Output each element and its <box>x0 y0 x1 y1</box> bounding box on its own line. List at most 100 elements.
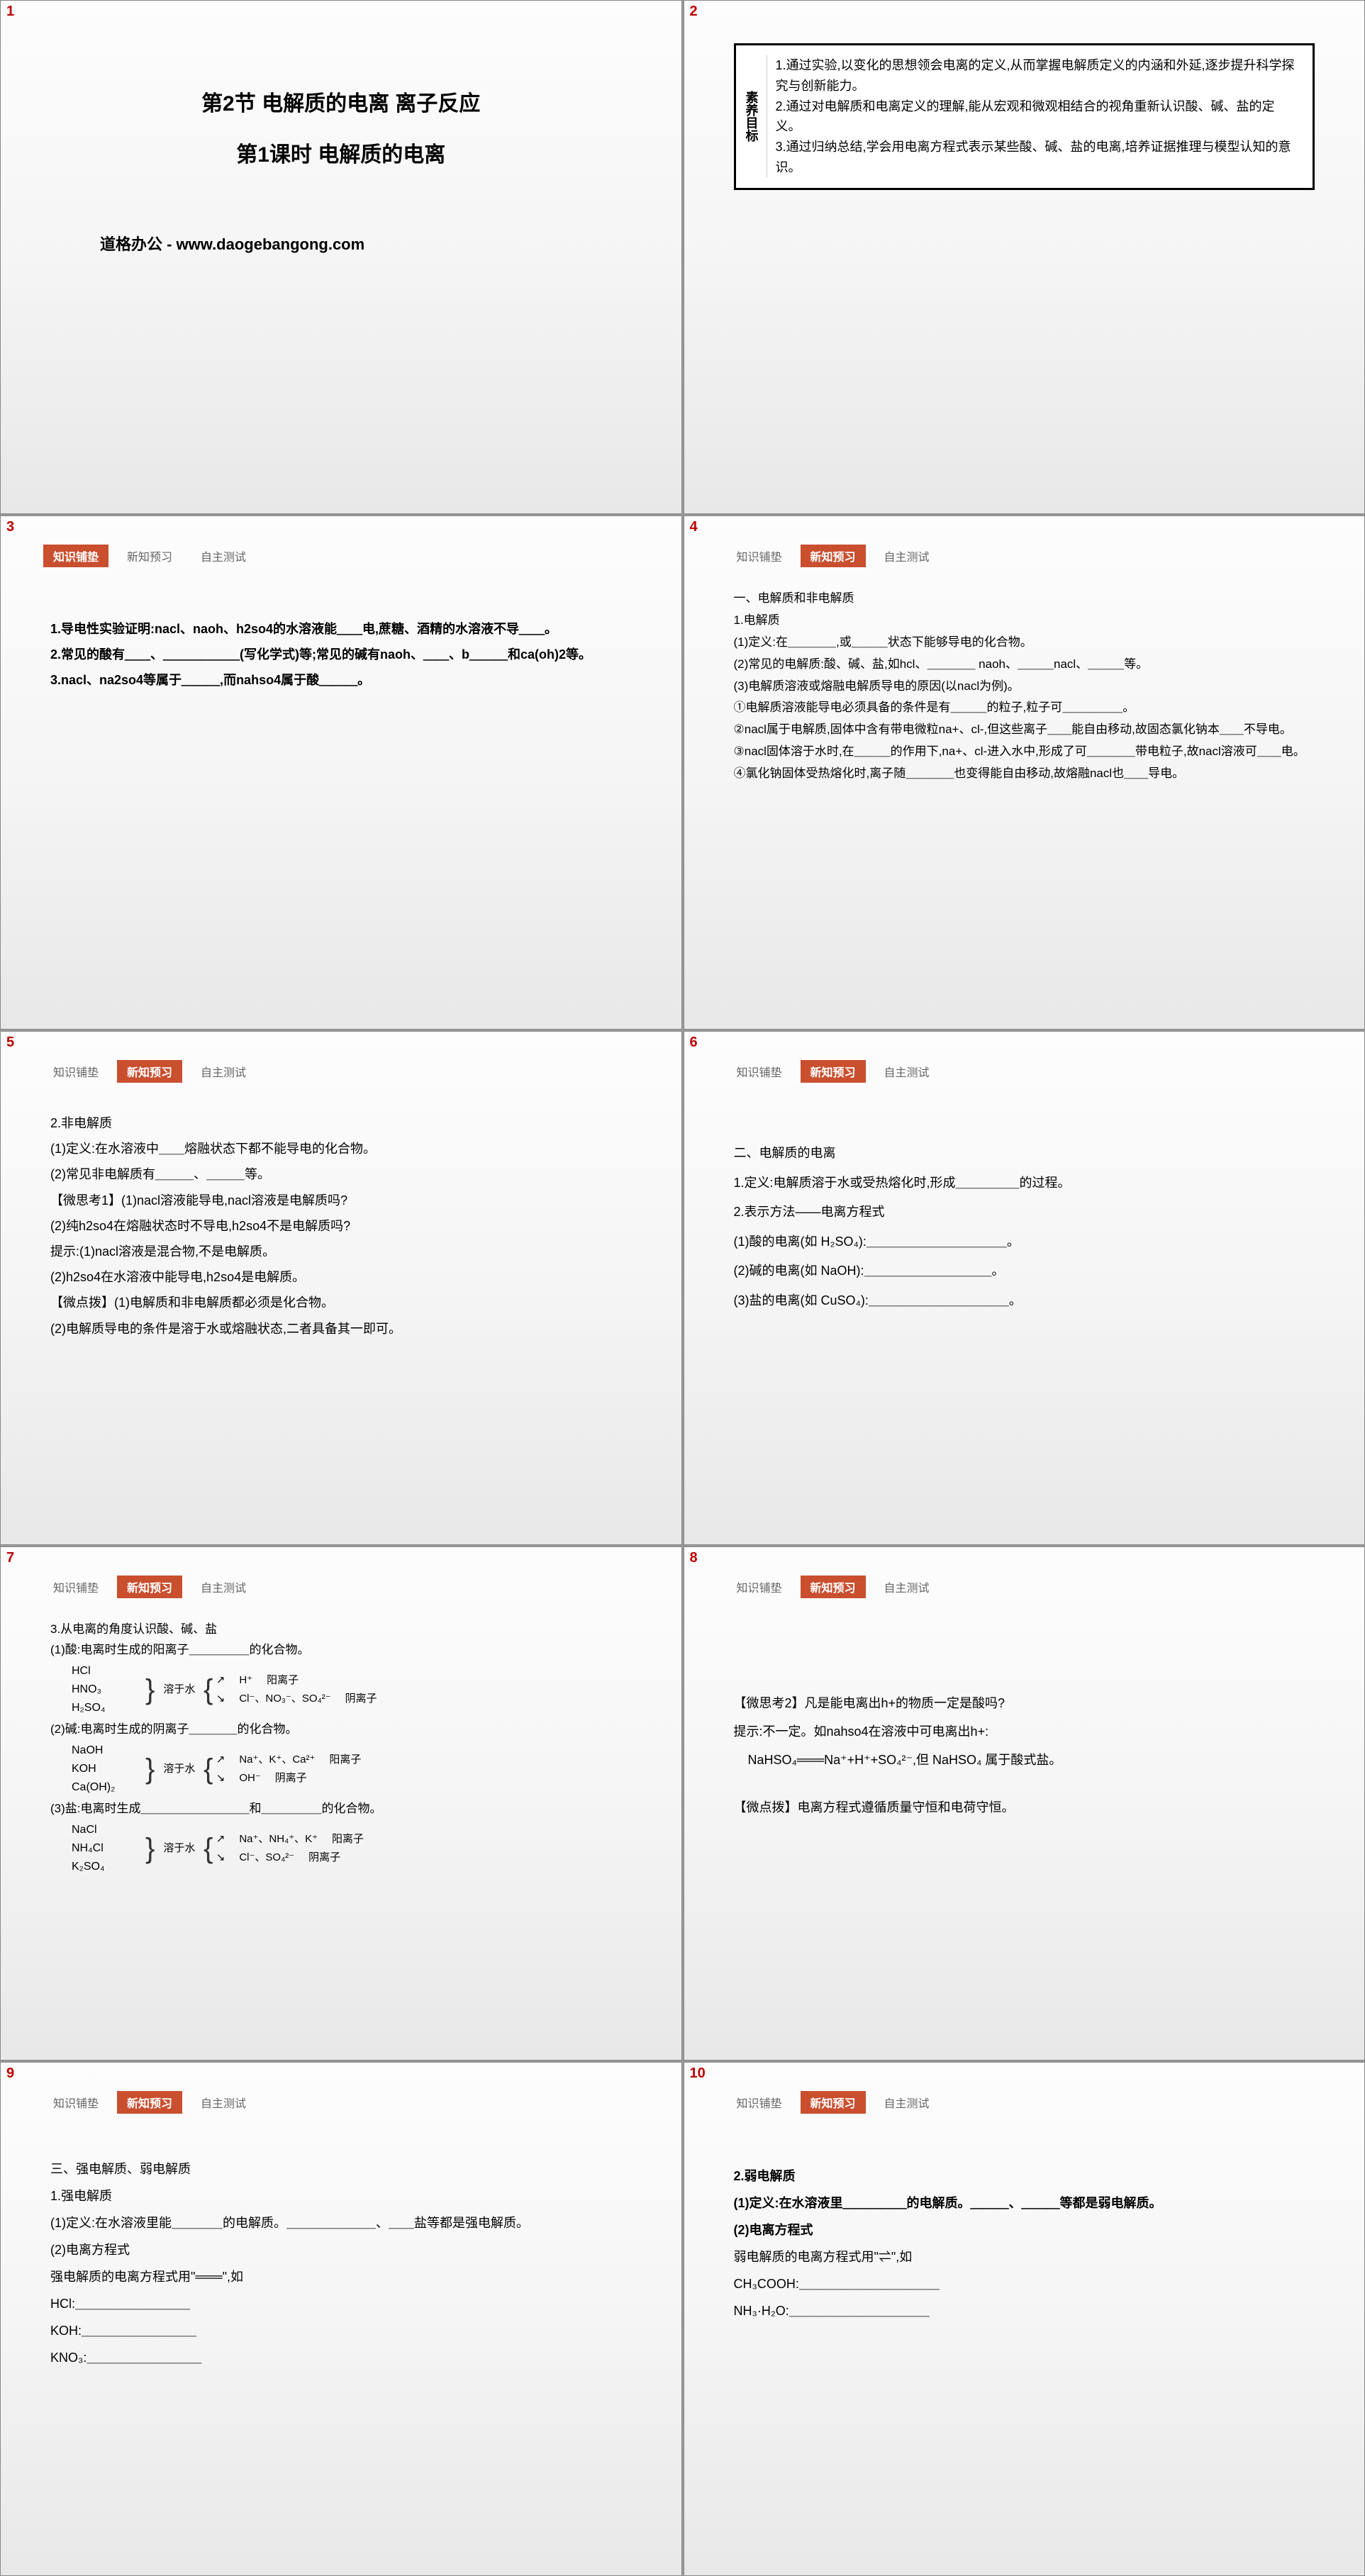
ion-label: 阴离子 <box>308 1849 340 1866</box>
goal-box: 素养目标 1.通过实验,以变化的思想领会电离的定义,从而掌握电解质定义的内涵和外… <box>734 43 1315 190</box>
slide-1: 1 第2节 电解质的电离 离子反应 第1课时 电解质的电离 道格办公 - www… <box>0 0 682 514</box>
content-body: 3.从电离的角度认识酸、碱、盐 (1)酸:电离时生成的阳离子＿＿＿＿＿的化合物。… <box>50 1619 632 1875</box>
tab-selftest[interactable]: 自主测试 <box>191 2091 256 2114</box>
tab-preview[interactable]: 新知预习 <box>801 1060 866 1083</box>
diagram-label: 溶于水 <box>163 1681 195 1698</box>
slide-grid: 1 第2节 电解质的电离 离子反应 第1课时 电解质的电离 道格办公 - www… <box>0 0 1365 2576</box>
tab-preview[interactable]: 新知预习 <box>801 1576 866 1598</box>
para: ②nacl属于电解质,固体中含有带电微粒na+、cl-,但这些离子＿＿能自由移动… <box>734 720 1315 740</box>
answer: 提示:(1)nacl溶液是混合物,不是电解质。 <box>50 1239 632 1264</box>
content-body: 二、电解质的电离 1.定义:电解质溶于水或受热熔化时,形成＿＿＿＿＿的过程。 2… <box>734 1139 1315 1315</box>
subheading: 1.电解质 <box>734 610 1315 631</box>
slide-number: 9 <box>6 2065 14 2082</box>
main-title: 第2节 电解质的电离 离子反应 <box>57 86 625 117</box>
para: (3)盐:电离时生成＿＿＿＿＿＿＿＿＿和＿＿＿＿＿的化合物。 <box>50 1799 632 1818</box>
diagram-ions: ↗H⁺阳离子 ↘Cl⁻、NO₃⁻、SO₄²⁻阴离子 <box>216 1672 377 1707</box>
tip: 【微点拨】电离方程式遵循质量守恒和电荷守恒。 <box>734 1795 1315 1822</box>
content-body: 2.弱电解质 (1)定义:在水溶液里＿＿＿＿＿的电解质。＿＿＿、＿＿＿等都是弱电… <box>734 2163 1315 2324</box>
tip: (2)电解质导电的条件是溶于水或熔融状态,二者具备其一即可。 <box>50 1317 632 1341</box>
tip: 【微点拨】(1)电解质和非电解质都必须是化合物。 <box>50 1290 632 1315</box>
diagram-left: NaOH KOH Ca(OH)₂ <box>72 1741 143 1796</box>
question: (2)纯h2so4在熔融状态时不导电,h2so4不是电解质吗? <box>50 1214 632 1238</box>
para: (2)碱的电离(如 NaOH):＿＿＿＿＿＿＿＿＿＿。 <box>734 1257 1315 1286</box>
tab-knowledge[interactable]: 知识铺垫 <box>43 1576 108 1598</box>
slide-number: 8 <box>690 1550 698 1566</box>
tab-preview[interactable]: 新知预习 <box>117 1060 182 1083</box>
diagram-label: 溶于水 <box>163 1840 195 1857</box>
para: ③nacl固体溶于水时,在＿＿＿的作用下,na+、cl-进入水中,形成了可＿＿＿… <box>734 742 1315 762</box>
slide-9: 9 知识铺垫 新知预习 自主测试 三、强电解质、弱电解质 1.强电解质 (1)定… <box>0 2062 682 2576</box>
ion-label: 阴离子 <box>275 1770 307 1787</box>
tab-preview[interactable]: 新知预习 <box>117 1576 182 1598</box>
arrow-icon: ↘ <box>216 1849 225 1866</box>
heading: 2.弱电解质 <box>734 2163 1315 2189</box>
tab-knowledge[interactable]: 知识铺垫 <box>727 2091 792 2114</box>
tabs: 知识铺垫 新知预习 自主测试 <box>727 1576 1365 1598</box>
para: 强电解质的电离方程式用"═══",如 <box>50 2264 632 2290</box>
bracket-icon: } <box>204 1758 213 1780</box>
anion: Cl⁻、SO₄²⁻ <box>239 1849 294 1866</box>
equation: NH₃·H₂O:＿＿＿＿＿＿＿＿＿＿＿ <box>734 2298 1315 2324</box>
tab-knowledge[interactable]: 知识铺垫 <box>43 545 108 567</box>
cation: Na⁺、K⁺、Ca²⁺ <box>239 1751 315 1768</box>
ion-label: 阳离子 <box>332 1831 364 1848</box>
heading: 三、强电解质、弱电解质 <box>50 2156 632 2182</box>
tab-knowledge[interactable]: 知识铺垫 <box>727 1576 792 1598</box>
cation: H⁺ <box>239 1672 252 1689</box>
tab-selftest[interactable]: 自主测试 <box>191 545 256 567</box>
tab-knowledge[interactable]: 知识铺垫 <box>43 2091 108 2114</box>
tabs: 知识铺垫 新知预习 自主测试 <box>727 545 1365 567</box>
tab-selftest[interactable]: 自主测试 <box>191 1060 256 1083</box>
tab-selftest[interactable]: 自主测试 <box>874 1576 940 1598</box>
tab-preview[interactable]: 新知预习 <box>801 545 866 567</box>
arrow-icon: ↘ <box>216 1770 225 1787</box>
content-body: 1.导电性实验证明:nacl、naoh、h2so4的水溶液能＿＿电,蔗糖、酒精的… <box>50 617 632 693</box>
footer-link: 道格办公 - www.daogebangong.com <box>100 232 625 255</box>
slide-2: 2 素养目标 1.通过实验,以变化的思想领会电离的定义,从而掌握电解质定义的内涵… <box>684 0 1365 514</box>
tabs: 知识铺垫 新知预习 自主测试 <box>43 2091 681 2114</box>
heading: 二、电解质的电离 <box>734 1139 1315 1168</box>
para: 1.导电性实验证明:nacl、naoh、h2so4的水溶液能＿＿电,蔗糖、酒精的… <box>50 617 632 641</box>
goal-line: 2.通过对电解质和电离定义的理解,能从宏观和微观相结合的视角重新认识酸、碱、盐的… <box>776 96 1300 138</box>
tab-knowledge[interactable]: 知识铺垫 <box>43 1060 108 1083</box>
tabs: 知识铺垫 新知预习 自主测试 <box>727 2091 1365 2114</box>
content-body: 一、电解质和非电解质 1.电解质 (1)定义:在＿＿＿＿,或＿＿＿状态下能够导电… <box>734 589 1315 784</box>
tab-preview[interactable]: 新知预习 <box>801 2091 866 2114</box>
para: (3)电解质溶液或熔融电解质导电的原因(以nacl为例)。 <box>734 676 1315 697</box>
slide-number: 2 <box>690 4 698 20</box>
tab-knowledge[interactable]: 知识铺垫 <box>727 545 792 567</box>
ion-label: 阴离子 <box>345 1690 377 1707</box>
para: 1.定义:电解质溶于水或受热熔化时,形成＿＿＿＿＿的过程。 <box>734 1169 1315 1198</box>
tab-knowledge[interactable]: 知识铺垫 <box>727 1060 792 1083</box>
para: 2.表示方法——电离方程式 <box>734 1198 1315 1227</box>
tab-selftest[interactable]: 自主测试 <box>874 1060 940 1083</box>
ion-label: 阳离子 <box>267 1672 299 1689</box>
anion: Cl⁻、NO₃⁻、SO₄²⁻ <box>239 1690 330 1707</box>
content-body: 【微思考2】凡是能电离出h+的物质一定是酸吗? 提示:不一定。如nahso4在溶… <box>734 1690 1315 1822</box>
question: 【微思考1】(1)nacl溶液能导电,nacl溶液是电解质吗? <box>50 1188 632 1212</box>
tab-preview[interactable]: 新知预习 <box>117 545 182 567</box>
subheading: 1.强电解质 <box>50 2183 632 2209</box>
tabs: 知识铺垫 新知预习 自主测试 <box>43 1576 681 1598</box>
para: 3.nacl、na2so4等属于＿＿＿,而nahso4属于酸＿＿＿。 <box>50 668 632 692</box>
tab-selftest[interactable]: 自主测试 <box>874 545 940 567</box>
tab-preview[interactable]: 新知预习 <box>117 2091 182 2114</box>
answer: (2)h2so4在水溶液中能导电,h2so4是电解质。 <box>50 1265 632 1289</box>
title-block: 第2节 电解质的电离 离子反应 第1课时 电解质的电离 道格办公 - www.d… <box>57 86 625 255</box>
para: (1)定义:在水溶液里能＿＿＿＿的电解质。＿＿＿＿＿＿＿、＿＿盐等都是强电解质。 <box>50 2210 632 2236</box>
diagram-ions: ↗Na⁺、K⁺、Ca²⁺阳离子 ↘OH⁻阴离子 <box>216 1751 362 1787</box>
goal-label: 素养目标 <box>749 55 767 178</box>
arrow-icon: ↗ <box>216 1672 225 1689</box>
tab-selftest[interactable]: 自主测试 <box>874 2091 940 2114</box>
answer: 提示:不一定。如nahso4在溶液中可电离出h+: <box>734 1719 1315 1746</box>
para: 弱电解质的电离方程式用"⇌",如 <box>734 2244 1315 2270</box>
tab-selftest[interactable]: 自主测试 <box>191 1576 256 1598</box>
para: (1)定义:在＿＿＿＿,或＿＿＿状态下能够导电的化合物。 <box>734 632 1315 653</box>
bracket-icon: } <box>204 1837 213 1860</box>
para: (3)盐的电离(如 CuSO₄):＿＿＿＿＿＿＿＿＿＿＿。 <box>734 1287 1315 1315</box>
content-body: 三、强电解质、弱电解质 1.强电解质 (1)定义:在水溶液里能＿＿＿＿的电解质。… <box>50 2156 632 2370</box>
goal-line: 3.通过归纳总结,学会用电离方程式表示某些酸、碱、盐的电离,培养证据推理与模型认… <box>776 137 1300 178</box>
diagram-salt: NaCl NH₄Cl K₂SO₄ } 溶于水 } ↗Na⁺、NH₄⁺、K⁺阳离子… <box>72 1821 632 1875</box>
anion: OH⁻ <box>239 1770 260 1787</box>
diagram-acid: HCl HNO₃ H₂SO₄ } 溶于水 } ↗H⁺阳离子 ↘Cl⁻、NO₃⁻、… <box>72 1662 632 1717</box>
